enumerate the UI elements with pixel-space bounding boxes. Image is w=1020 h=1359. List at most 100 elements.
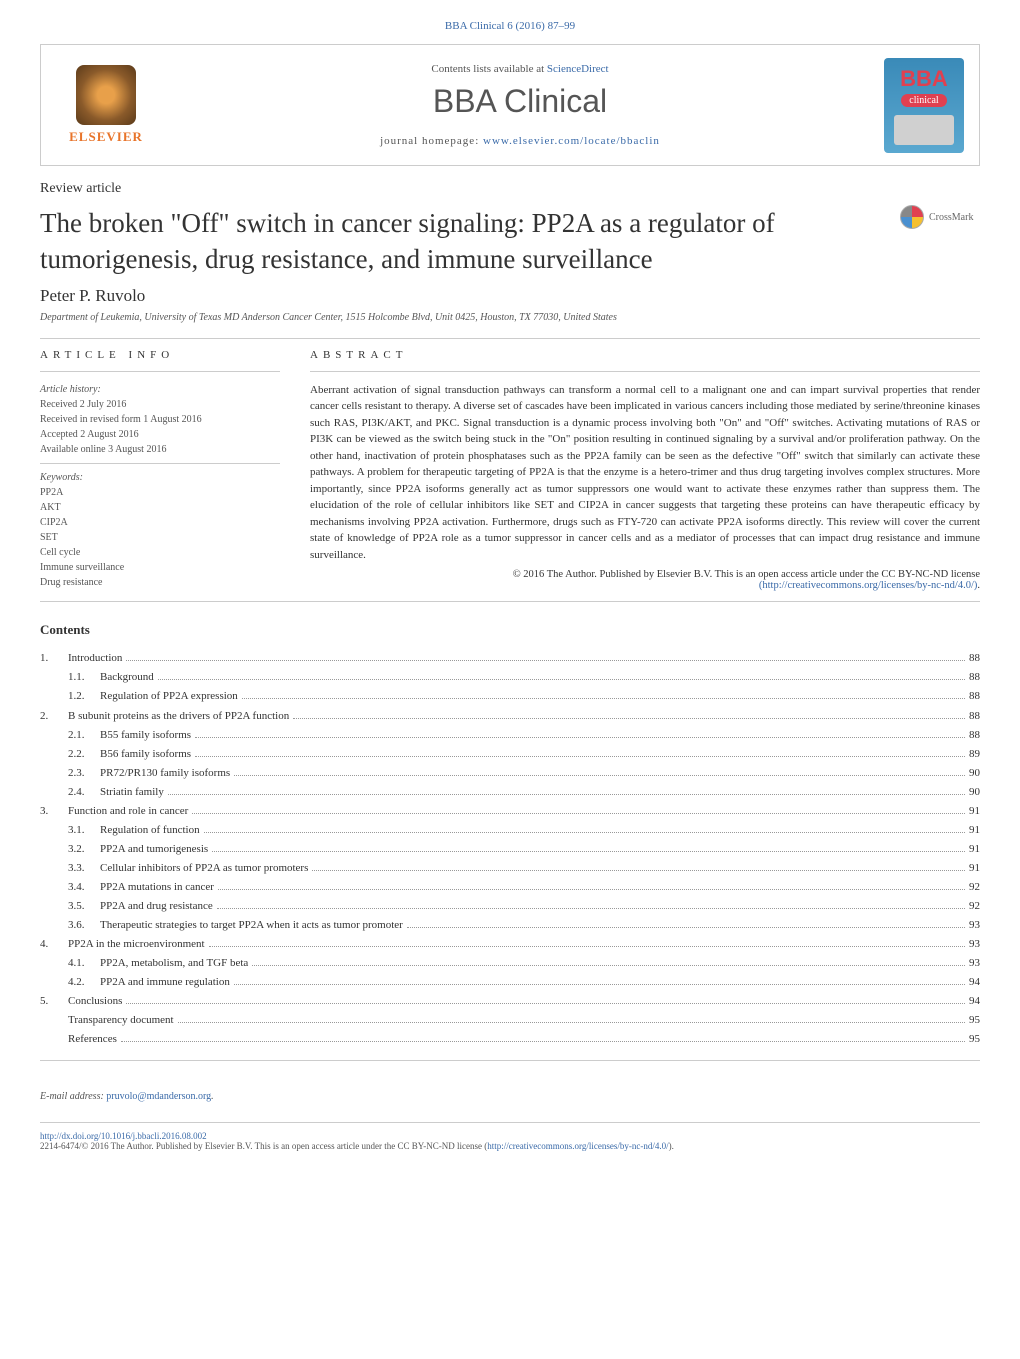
- toc-dots: [252, 965, 965, 966]
- keyword: Immune surveillance: [40, 560, 280, 575]
- toc-number: 4.2.: [68, 974, 100, 991]
- toc-page: 88: [969, 650, 980, 667]
- toc-number: 2.: [40, 708, 68, 725]
- toc-row[interactable]: 2.1.B55 family isoforms88: [40, 727, 980, 744]
- toc-number: 1.1.: [68, 669, 100, 686]
- toc-row[interactable]: 1.1.Background88: [40, 669, 980, 686]
- toc-number: 4.1.: [68, 955, 100, 972]
- toc-number: 3.1.: [68, 822, 100, 839]
- toc-row[interactable]: 3.Function and role in cancer 91: [40, 803, 980, 820]
- journal-citation[interactable]: BBA Clinical 6 (2016) 87–99: [40, 20, 980, 32]
- toc-dots: [126, 1003, 965, 1004]
- article-type: Review article: [40, 181, 980, 197]
- journal-banner: ELSEVIER Contents lists available at Sci…: [40, 44, 980, 166]
- toc-text: Function and role in cancer: [68, 803, 188, 820]
- toc-page: 88: [969, 669, 980, 686]
- bba-logo[interactable]: BBA clinical: [884, 58, 964, 153]
- journal-name: BBA Clinical: [156, 83, 884, 120]
- toc-number: 2.4.: [68, 784, 100, 801]
- divider: [310, 371, 980, 372]
- license-link[interactable]: (http://creativecommons.org/licenses/by-…: [759, 580, 978, 591]
- toc-page: 95: [969, 1031, 980, 1048]
- toc-row[interactable]: 4.1.PP2A, metabolism, and TGF beta93: [40, 955, 980, 972]
- footer-end: ).: [669, 1141, 674, 1151]
- toc-dots: [158, 679, 965, 680]
- toc-number: 3.: [40, 803, 68, 820]
- history-revised: Received in revised form 1 August 2016: [40, 412, 280, 427]
- toc-row[interactable]: 4.2.PP2A and immune regulation94: [40, 974, 980, 991]
- toc-page: 88: [969, 708, 980, 725]
- history-received: Received 2 July 2016: [40, 397, 280, 412]
- contents-available: Contents lists available at ScienceDirec…: [156, 63, 884, 75]
- toc-dots: [195, 737, 965, 738]
- abstract-text: Aberrant activation of signal transducti…: [310, 382, 980, 564]
- toc-row[interactable]: 3.4.PP2A mutations in cancer92: [40, 879, 980, 896]
- toc-text: PP2A, metabolism, and TGF beta: [100, 955, 248, 972]
- keyword: PP2A: [40, 485, 280, 500]
- toc-row[interactable]: 3.1.Regulation of function91: [40, 822, 980, 839]
- toc-dots: [209, 946, 965, 947]
- toc-row[interactable]: References95: [40, 1031, 980, 1048]
- toc-text: PR72/PR130 family isoforms: [100, 765, 230, 782]
- toc-page: 89: [969, 746, 980, 763]
- toc-dots: [168, 794, 965, 795]
- toc-row[interactable]: Transparency document95: [40, 1012, 980, 1029]
- divider: [40, 1060, 980, 1061]
- toc-page: 94: [969, 993, 980, 1010]
- toc-row[interactable]: 4.PP2A in the microenvironment93: [40, 936, 980, 953]
- email-link[interactable]: pruvolo@mdanderson.org: [106, 1091, 211, 1102]
- footer: http://dx.doi.org/10.1016/j.bbacli.2016.…: [40, 1122, 980, 1151]
- keywords-block: Keywords: PP2A AKT CIP2A SET Cell cycle …: [40, 470, 280, 590]
- homepage-link[interactable]: www.elsevier.com/locate/bbaclin: [483, 135, 660, 147]
- footer-text: 2214-6474/© 2016 The Author. Published b…: [40, 1141, 487, 1151]
- toc-text: Regulation of PP2A expression: [100, 688, 238, 705]
- sciencedirect-link[interactable]: ScienceDirect: [547, 63, 609, 75]
- toc-row[interactable]: 2.4.Striatin family90: [40, 784, 980, 801]
- toc-row[interactable]: 2.B subunit proteins as the drivers of P…: [40, 708, 980, 725]
- toc-row[interactable]: 3.5.PP2A and drug resistance92: [40, 898, 980, 915]
- toc-dots: [192, 813, 965, 814]
- toc-number: 3.4.: [68, 879, 100, 896]
- toc-text: Therapeutic strategies to target PP2A wh…: [100, 917, 403, 934]
- toc-text: PP2A mutations in cancer: [100, 879, 214, 896]
- footer-license-link[interactable]: http://creativecommons.org/licenses/by-n…: [487, 1141, 668, 1151]
- article-info: ARTICLE INFO Article history: Received 2…: [40, 349, 280, 592]
- toc-row[interactable]: 3.2.PP2A and tumorigenesis91: [40, 841, 980, 858]
- toc-text: Transparency document: [68, 1012, 174, 1029]
- toc-page: 91: [969, 803, 980, 820]
- toc-row[interactable]: 3.6.Therapeutic strategies to target PP2…: [40, 917, 980, 934]
- toc-row[interactable]: 3.3.Cellular inhibitors of PP2A as tumor…: [40, 860, 980, 877]
- abstract-head: ABSTRACT: [310, 349, 980, 361]
- toc-number: 2.3.: [68, 765, 100, 782]
- toc-number: 3.2.: [68, 841, 100, 858]
- toc-page: 91: [969, 841, 980, 858]
- toc-number: 5.: [40, 993, 68, 1010]
- toc-dots: [407, 927, 965, 928]
- toc-row[interactable]: 5.Conclusions94: [40, 993, 980, 1010]
- article-title: The broken "Off" switch in cancer signal…: [40, 205, 890, 278]
- toc-page: 91: [969, 860, 980, 877]
- toc-row[interactable]: 1.2.Regulation of PP2A expression88: [40, 688, 980, 705]
- bba-label: BBA: [900, 66, 948, 92]
- toc-dots: [234, 775, 965, 776]
- bba-sublabel: clinical: [901, 94, 946, 107]
- toc-row[interactable]: 2.2.B56 family isoforms 89: [40, 746, 980, 763]
- toc-page: 88: [969, 727, 980, 744]
- table-of-contents: 1.Introduction88 1.1.Background88 1.2.Regu…: [40, 650, 980, 1048]
- toc-dots: [212, 851, 965, 852]
- elsevier-logo[interactable]: ELSEVIER: [56, 55, 156, 155]
- toc-page: 93: [969, 917, 980, 934]
- toc-dots: [293, 718, 965, 719]
- doi-link[interactable]: http://dx.doi.org/10.1016/j.bbacli.2016.…: [40, 1131, 207, 1141]
- toc-number: 1.2.: [68, 688, 100, 705]
- toc-row[interactable]: 1.Introduction88: [40, 650, 980, 667]
- toc-text: B56 family isoforms: [100, 746, 191, 763]
- toc-dots: [126, 660, 965, 661]
- toc-row[interactable]: 2.3.PR72/PR130 family isoforms 90: [40, 765, 980, 782]
- toc-page: 90: [969, 765, 980, 782]
- history-online: Available online 3 August 2016: [40, 442, 280, 457]
- toc-text: PP2A and immune regulation: [100, 974, 230, 991]
- toc-page: 93: [969, 936, 980, 953]
- crossmark[interactable]: CrossMark: [900, 205, 980, 229]
- toc-number: 2.2.: [68, 746, 100, 763]
